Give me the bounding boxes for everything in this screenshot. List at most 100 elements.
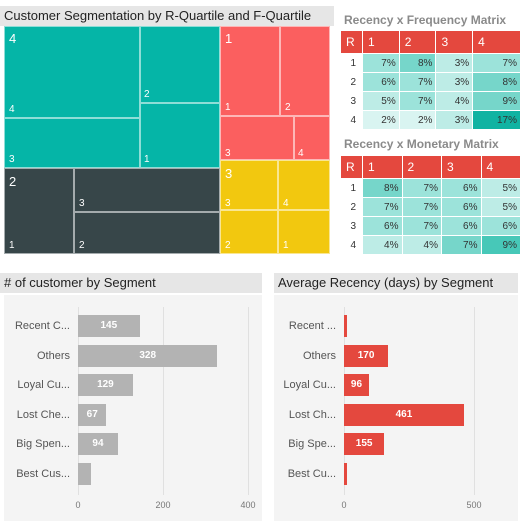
bar[interactable] — [344, 374, 369, 396]
recency-frequency-matrix[interactable]: R 1 2 3 4 1 7% 8% 3% 7% 2 6% 7% 3% 8% 3 5% 7% 4% 9% 4 2% 2% 3% 1… — [340, 30, 521, 130]
bar[interactable] — [78, 374, 133, 396]
matrix-row: 3 5% 7% 4% 9% — [340, 91, 521, 111]
treemap-cell-1-3[interactable] — [220, 116, 294, 160]
matrix-column-header[interactable]: 2 — [398, 30, 437, 54]
matrix-cell[interactable]: 5% — [362, 91, 400, 111]
treemap-cell-3-3[interactable] — [220, 160, 278, 210]
treemap-cell-2-2[interactable] — [74, 212, 220, 254]
matrix-column-header[interactable]: 4 — [480, 155, 521, 179]
matrix-cell[interactable]: 7% — [398, 91, 437, 111]
bar[interactable] — [344, 462, 347, 485]
treemap[interactable]: 4 4 2 3 1 1 1 2 3 4 2 3 1 2 3 3 4 2 1 — [4, 26, 330, 254]
matrix-cell[interactable]: 9% — [472, 91, 521, 111]
matrix-cell[interactable]: 2% — [398, 110, 437, 130]
matrix-cell[interactable]: 8% — [398, 53, 437, 73]
average-recency-bar-chart[interactable]: 0 500 Recent ... Others 170 Loyal Cu... 96 Lost… — [274, 295, 518, 521]
matrix-column-header[interactable]: 1 — [362, 155, 403, 179]
matrix-column-header[interactable]: 3 — [441, 155, 482, 179]
matrix-cell[interactable]: 5% — [480, 197, 521, 217]
matrix-row-header: 1 — [340, 53, 363, 73]
matrix-cell[interactable]: 3% — [435, 110, 474, 130]
bar-value-label: 129 — [97, 379, 114, 390]
matrix-cell[interactable]: 4% — [362, 235, 403, 255]
matrix-column-header[interactable]: 2 — [401, 155, 442, 179]
matrix-cell[interactable]: 7% — [401, 216, 442, 236]
category-label: Recent ... — [288, 320, 336, 332]
matrix-row-header: 1 — [340, 178, 363, 198]
matrix-cell[interactable]: 6% — [362, 216, 403, 236]
matrix-cell[interactable]: 7% — [472, 53, 521, 73]
category-label: Lost Che... — [16, 408, 70, 421]
gridline — [248, 307, 249, 495]
matrix-column-header[interactable]: 4 — [472, 30, 521, 54]
bar[interactable] — [344, 403, 464, 426]
matrix-row-header: 4 — [340, 110, 363, 130]
matrix-cell[interactable]: 4% — [435, 91, 474, 111]
matrix-cell[interactable]: 17% — [472, 110, 521, 130]
matrix-cell[interactable]: 7% — [441, 235, 482, 255]
treemap-cell-4-3[interactable] — [4, 118, 140, 168]
matrix-cell[interactable]: 6% — [362, 72, 400, 92]
matrix-cell[interactable]: 7% — [362, 53, 400, 73]
matrix-cell[interactable]: 4% — [401, 235, 442, 255]
treemap-label: 1 — [225, 102, 231, 113]
bar[interactable] — [78, 315, 140, 337]
bar[interactable] — [78, 344, 218, 367]
bar[interactable] — [78, 462, 91, 485]
category-label: Best Cus... — [16, 467, 70, 480]
matrix-row-header: 2 — [340, 197, 363, 217]
treemap-cell-2-3[interactable] — [74, 168, 220, 212]
bar[interactable] — [344, 344, 389, 367]
matrix-cell[interactable]: 6% — [441, 178, 482, 198]
treemap-cell-1-4[interactable] — [294, 116, 330, 160]
x-tick-label: 0 — [75, 500, 81, 510]
treemap-cell-3-1[interactable] — [278, 210, 330, 254]
matrix-row-header: 3 — [340, 216, 363, 236]
customer-count-bar-chart[interactable]: 0 200 400 Recent C... 145 Others 328 Loyal Cu..… — [4, 295, 262, 521]
treemap-label: 3 — [225, 198, 231, 209]
treemap-label: 1 — [144, 154, 150, 165]
recency-monetary-matrix[interactable]: R 1 2 3 4 1 8% 7% 6% 5% 2 7% 7% 6% 5% 3 6% 7% 6% 6% 4 4% 4% 7% 9… — [340, 155, 521, 255]
treemap-label-group-4: 4 — [9, 31, 17, 46]
treemap-cell-1-1[interactable] — [220, 26, 280, 116]
matrix-cell[interactable]: 6% — [441, 197, 482, 217]
bar[interactable] — [78, 403, 107, 426]
matrix-cell[interactable]: 7% — [401, 197, 442, 217]
matrix-row: 2 6% 7% 3% 8% — [340, 72, 521, 92]
matrix-cell[interactable]: 8% — [472, 72, 521, 92]
matrix-cell[interactable]: 9% — [480, 235, 521, 255]
category-label: Lost Ch... — [288, 408, 336, 421]
matrix-row-header: 3 — [340, 91, 363, 111]
matrix-column-header[interactable]: 3 — [435, 30, 474, 54]
matrix-column-header[interactable]: 1 — [362, 30, 400, 54]
matrix-cell[interactable]: 6% — [441, 216, 482, 236]
matrix-cell[interactable]: 6% — [480, 216, 521, 236]
matrix-cell[interactable]: 5% — [480, 178, 521, 198]
matrix-cell[interactable]: 8% — [362, 178, 403, 198]
category-label: Recent C... — [14, 320, 70, 332]
matrix-cell[interactable]: 3% — [435, 72, 474, 92]
matrix-row: 4 2% 2% 3% 17% — [340, 110, 521, 130]
matrix-cell[interactable]: 7% — [398, 72, 437, 92]
bar[interactable] — [344, 315, 348, 337]
treemap-cell-3-4[interactable] — [278, 160, 330, 210]
treemap-label: 1 — [9, 240, 15, 251]
matrix-cell[interactable]: 3% — [435, 53, 474, 73]
treemap-cell-4-1[interactable] — [140, 103, 220, 168]
treemap-cell-4-4[interactable] — [4, 26, 140, 118]
bar[interactable] — [344, 433, 385, 455]
bar-value-label: 145 — [100, 320, 118, 331]
treemap-cell-1-2[interactable] — [280, 26, 330, 116]
treemap-label: 1 — [283, 240, 289, 251]
category-label: Others — [36, 349, 70, 362]
recency-chart-title: Average Recency (days) by Segment — [274, 273, 518, 293]
matrix-cell[interactable]: 7% — [362, 197, 403, 217]
matrix-cell[interactable]: 7% — [401, 178, 442, 198]
x-tick-label: 0 — [341, 500, 347, 510]
bar[interactable] — [78, 433, 118, 455]
treemap-label: 3 — [225, 148, 231, 159]
treemap-cell-2-main[interactable] — [4, 168, 74, 254]
treemap-cell-4-2[interactable] — [140, 26, 220, 103]
matrix-cell[interactable]: 2% — [362, 110, 400, 130]
treemap-cell-3-2[interactable] — [220, 210, 278, 254]
